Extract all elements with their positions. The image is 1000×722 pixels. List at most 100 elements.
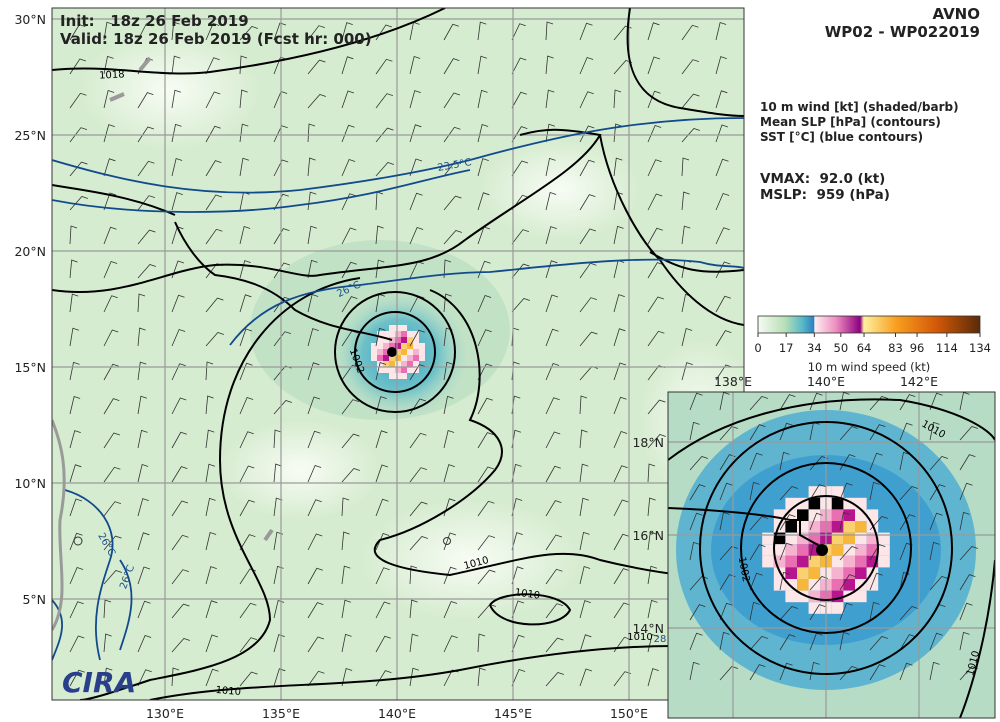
wind-barb: [137, 327, 146, 347]
wind-barb: [273, 463, 282, 483]
wind-pixel: [401, 355, 407, 361]
wind-barb: [477, 466, 494, 483]
wind-pixel: [395, 331, 401, 337]
wind-barb: [443, 635, 458, 653]
wind-barb: [749, 601, 760, 621]
wind-barb: [477, 633, 486, 653]
wind-barb: [839, 574, 856, 591]
wind-pixel: [383, 337, 389, 343]
wind-barb: [809, 512, 823, 531]
wind-barb: [443, 58, 460, 75]
wind-barb: [171, 55, 181, 75]
wind-pixel: [831, 579, 844, 591]
wind-pixel: [395, 325, 401, 331]
wind-barb: [719, 666, 738, 681]
wind-barb: [959, 511, 970, 531]
wind-barb: [103, 432, 120, 449]
wind-barb: [715, 330, 732, 347]
wind-barb: [779, 606, 798, 621]
wind-barb: [171, 638, 190, 653]
wind-pixel: [377, 343, 383, 349]
wind-barb: [69, 395, 81, 415]
lat-label: 15°N: [14, 360, 46, 375]
wind-barb: [545, 21, 554, 41]
wind-barb: [273, 331, 292, 347]
wind-barb: [959, 454, 976, 471]
wind-barb: [869, 544, 886, 561]
wind-barb: [443, 230, 462, 245]
wind-barb: [205, 429, 215, 449]
wind-barb: [69, 293, 79, 313]
wind-pixel: [389, 331, 395, 337]
wind-barb: [273, 228, 290, 245]
wind-barb: [647, 227, 663, 245]
wind-barb: [171, 328, 186, 347]
wind-barb: [613, 602, 630, 619]
wind-pixel: [389, 355, 395, 361]
wind-barb: [869, 452, 883, 471]
wind-barb: [273, 429, 282, 449]
wind-barb: [273, 634, 285, 653]
wind-pixel: [855, 532, 867, 545]
wind-pixel: [797, 579, 809, 591]
wind-pixel: [407, 331, 413, 337]
wind-barb: [959, 482, 973, 501]
wind-barb: [749, 424, 766, 441]
wind-barb: [375, 162, 394, 177]
wind-barb: [171, 260, 185, 279]
wind-barb: [647, 434, 666, 449]
lat-label: 30°N: [14, 12, 46, 27]
wind-barb: [647, 193, 663, 211]
wind-barb: [929, 576, 948, 591]
wind-pixel: [797, 497, 809, 510]
wind-barb: [239, 396, 254, 415]
wind-barb: [681, 225, 691, 245]
wind-barb: [689, 456, 708, 471]
wind-barb: [171, 466, 188, 483]
wind-barb: [749, 544, 766, 561]
wind-pixel: [843, 555, 855, 568]
wind-pixel: [866, 532, 879, 545]
wind-barb: [689, 484, 706, 501]
wind-pixel: [773, 544, 786, 556]
wind-barb: [307, 430, 321, 449]
wind-barb: [869, 664, 886, 681]
wind-barb: [647, 399, 666, 415]
wind-barb: [103, 329, 119, 347]
wind-barb: [341, 193, 356, 211]
wind-pixel: [831, 497, 844, 510]
wind-barb: [545, 328, 559, 347]
wind-barb: [137, 126, 154, 143]
wind-pixel: [808, 509, 821, 521]
wind-barb: [409, 667, 420, 687]
wind-barb: [171, 157, 183, 177]
wind-barb: [719, 631, 730, 651]
wind-pixel: [395, 343, 401, 349]
wind-barb: [273, 22, 287, 41]
wind-pixel: [808, 544, 821, 556]
wind-barb: [839, 631, 850, 651]
wind-pixel: [797, 544, 809, 556]
wind-pixel: [831, 509, 844, 521]
wind-barb: [511, 668, 526, 687]
wind-barb: [929, 484, 946, 501]
wind-barb: [647, 56, 661, 75]
wind-barb: [579, 91, 594, 109]
wind-pixel: [401, 361, 407, 367]
wind-barb: [137, 293, 146, 313]
wind-pixel: [371, 343, 377, 349]
wind-barb: [477, 363, 493, 381]
wind-barb: [959, 602, 973, 621]
wind-barb: [103, 89, 115, 109]
slp-contour-label: 1002: [736, 556, 751, 583]
wind-pixel: [831, 532, 844, 545]
wind-barb: [103, 599, 112, 619]
wind-barb: [579, 125, 595, 143]
wind-pixel: [831, 590, 844, 603]
wind-pixel: [866, 544, 879, 556]
wind-barb: [809, 604, 826, 621]
wind-pixel: [401, 343, 407, 349]
wind-pixel: [383, 331, 389, 337]
wind-pixel: [773, 521, 786, 533]
